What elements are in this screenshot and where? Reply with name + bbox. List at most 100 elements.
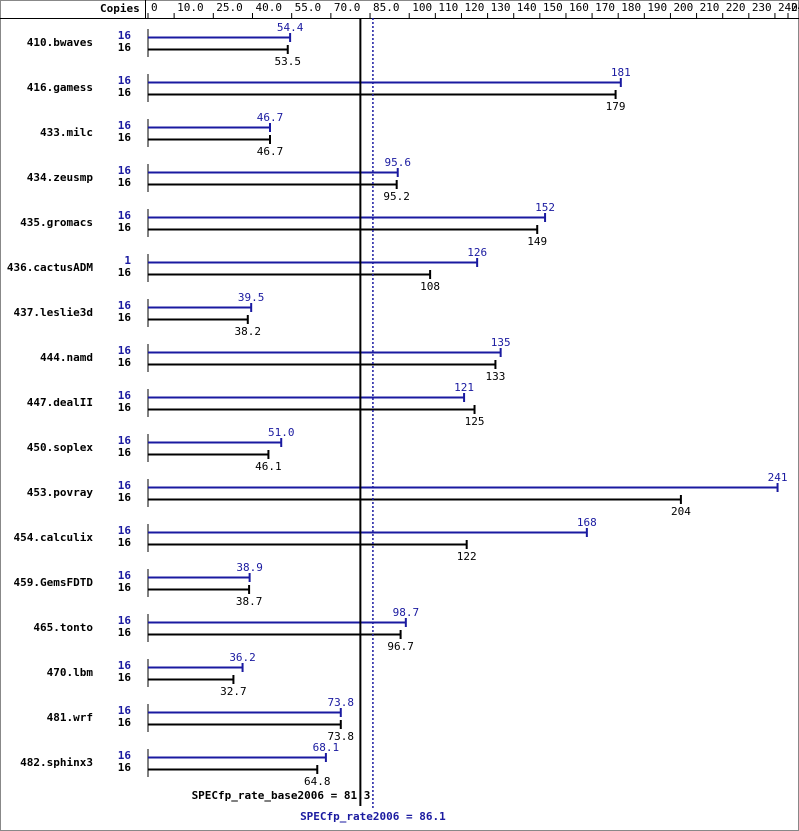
copies-label: 16 bbox=[118, 704, 132, 717]
bar bbox=[148, 753, 327, 762]
value-label: 96.7 bbox=[387, 640, 414, 653]
x-tick-label: 240 bbox=[778, 1, 798, 14]
bar bbox=[148, 708, 342, 717]
copies-label: 16 bbox=[118, 209, 132, 222]
value-label: 38.2 bbox=[235, 325, 262, 338]
value-label: 46.7 bbox=[257, 145, 284, 158]
value-label: 241 bbox=[768, 471, 788, 484]
bar bbox=[148, 675, 235, 684]
value-label: 181 bbox=[611, 66, 631, 79]
benchmark-label: 459.GemsFDTD bbox=[14, 576, 94, 589]
benchmark-label: 410.bwaves bbox=[27, 36, 93, 49]
copies-label: 16 bbox=[118, 491, 132, 504]
benchmark-label: 481.wrf bbox=[47, 711, 93, 724]
copies-label: 16 bbox=[118, 131, 132, 144]
benchmark-label: 453.povray bbox=[27, 486, 94, 499]
value-label: 95.2 bbox=[383, 190, 410, 203]
benchmark-label: 470.lbm bbox=[47, 666, 94, 679]
benchmark-label: 435.gromacs bbox=[20, 216, 93, 229]
value-label: 68.1 bbox=[313, 741, 340, 754]
copies-label: 16 bbox=[118, 356, 132, 369]
value-label: 149 bbox=[527, 235, 547, 248]
x-tick-label: 210 bbox=[700, 1, 720, 14]
value-label: 64.8 bbox=[304, 775, 331, 788]
bar bbox=[148, 663, 244, 672]
benchmark-label: 454.calculix bbox=[14, 531, 94, 544]
x-tick-label: 130 bbox=[491, 1, 511, 14]
value-label: 54.4 bbox=[277, 21, 304, 34]
value-label: 36.2 bbox=[229, 651, 256, 664]
copies-label: 16 bbox=[118, 74, 132, 87]
bar bbox=[148, 168, 399, 177]
copies-label: 16 bbox=[118, 671, 132, 684]
benchmark-label: 482.sphinx3 bbox=[20, 756, 93, 769]
bar bbox=[148, 618, 407, 627]
value-label: 32.7 bbox=[220, 685, 247, 698]
bar bbox=[148, 270, 432, 279]
value-label: 133 bbox=[485, 370, 505, 383]
value-label: 204 bbox=[671, 505, 691, 518]
benchmark-label: 416.gamess bbox=[27, 81, 93, 94]
copies-label: 16 bbox=[118, 626, 132, 639]
copies-label: 16 bbox=[118, 434, 132, 447]
copies-label: 16 bbox=[118, 41, 132, 54]
bar bbox=[148, 495, 682, 504]
x-tick-label: 170 bbox=[595, 1, 615, 14]
bar bbox=[148, 213, 547, 222]
copies-label: 1 bbox=[124, 254, 131, 267]
bar bbox=[148, 303, 253, 312]
copies-label: 16 bbox=[118, 344, 132, 357]
bar bbox=[148, 258, 479, 267]
x-tick-label: 150 bbox=[543, 1, 563, 14]
bar bbox=[148, 573, 251, 582]
benchmark-label: 434.zeusmp bbox=[27, 171, 94, 184]
copies-label: 16 bbox=[118, 164, 132, 177]
copies-header: Copies bbox=[100, 2, 140, 15]
bar bbox=[148, 33, 292, 42]
bar bbox=[148, 78, 622, 87]
bar bbox=[148, 405, 476, 414]
benchmark-label: 447.dealII bbox=[27, 396, 93, 409]
copies-label: 16 bbox=[118, 581, 132, 594]
value-label: 95.6 bbox=[384, 156, 411, 169]
bar bbox=[148, 540, 468, 549]
bar bbox=[148, 348, 502, 357]
copies-label: 16 bbox=[118, 299, 132, 312]
copies-label: 16 bbox=[118, 716, 132, 729]
bar bbox=[148, 90, 617, 99]
value-label: 168 bbox=[577, 516, 597, 529]
bar bbox=[148, 765, 319, 774]
x-tick-label: 85.0 bbox=[373, 1, 400, 14]
x-tick-label: 200 bbox=[673, 1, 693, 14]
copies-label: 16 bbox=[118, 221, 132, 234]
copies-label: 16 bbox=[118, 761, 132, 774]
copies-label: 16 bbox=[118, 569, 132, 582]
x-tick-label: 10.0 bbox=[177, 1, 204, 14]
bar bbox=[148, 720, 342, 729]
benchmark-label: 436.cactusADM bbox=[7, 261, 93, 274]
bar bbox=[148, 225, 539, 234]
copies-label: 16 bbox=[118, 29, 132, 42]
bar bbox=[148, 438, 283, 447]
value-label: 46.7 bbox=[257, 111, 284, 124]
value-label: 122 bbox=[457, 550, 477, 563]
value-label: 46.1 bbox=[255, 460, 282, 473]
copies-label: 16 bbox=[118, 524, 132, 537]
x-tick-label: 0 bbox=[151, 1, 158, 14]
bar bbox=[148, 450, 270, 459]
value-label: 125 bbox=[465, 415, 485, 428]
bar bbox=[148, 393, 466, 402]
value-label: 38.9 bbox=[236, 561, 263, 574]
x-tick-label: 230 bbox=[752, 1, 772, 14]
bar bbox=[148, 180, 398, 189]
value-label: 108 bbox=[420, 280, 440, 293]
x-tick-label: 100 bbox=[412, 1, 432, 14]
value-label: 51.0 bbox=[268, 426, 295, 439]
value-label: 126 bbox=[467, 246, 487, 259]
copies-label: 16 bbox=[118, 659, 132, 672]
benchmark-label: 444.namd bbox=[40, 351, 93, 364]
copies-label: 16 bbox=[118, 119, 132, 132]
x-tick-label: 180 bbox=[621, 1, 641, 14]
copies-label: 16 bbox=[118, 479, 132, 492]
value-label: 135 bbox=[491, 336, 511, 349]
